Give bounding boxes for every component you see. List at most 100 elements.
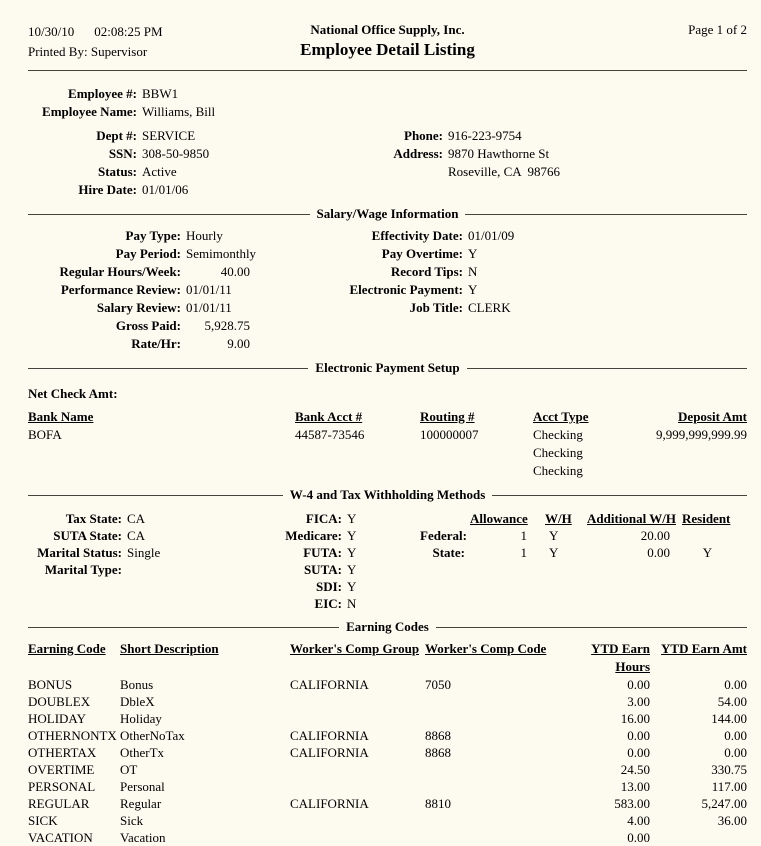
phone-label: Phone:: [404, 128, 443, 143]
deposit-row: Checking: [28, 462, 747, 480]
state-resident: Y: [702, 545, 713, 560]
field-suta-state: SUTA State: CA: [28, 527, 280, 544]
earning-row: HOLIDAY Holiday 16.00 144.00: [28, 710, 747, 727]
earning-row: OTHERTAX OtherTx CALIFORNIA 8868 0.00 0.…: [28, 744, 747, 761]
sdi-value: Y: [347, 579, 357, 594]
field-pay-overtime: Pay Overtime: Y: [348, 245, 514, 263]
field-eic: EIC: N: [280, 595, 420, 612]
deposit-amt: [633, 444, 747, 462]
printed-by: Printed By: Supervisor: [28, 42, 300, 62]
pay-period-label: Pay Period:: [115, 246, 181, 261]
record-tips-label: Record Tips:: [390, 264, 463, 279]
field-status: Status: Active: [28, 163, 348, 181]
earning-comp-group: [290, 693, 425, 710]
earning-code: HOLIDAY: [28, 711, 87, 726]
acct-type: Checking: [533, 463, 583, 478]
earning-ytd-amt: 54.00: [717, 694, 747, 709]
net-check-amt-label: Net Check Amt:: [28, 386, 118, 401]
earning-comp-code: [425, 693, 555, 710]
bank-acct: [295, 462, 420, 480]
bank-name: BOFA: [28, 427, 62, 442]
earning-ytd-amt: 36.00: [717, 813, 747, 828]
earning-ytd-hours: 16.00: [620, 711, 650, 726]
earning-row: PERSONAL Personal 13.00 117.00: [28, 778, 747, 795]
field-employee-name: Employee Name: Williams, Bill: [28, 103, 348, 121]
pay-overtime-label: Pay Overtime:: [381, 246, 463, 261]
earning-row: DOUBLEX DbleX 3.00 54.00: [28, 693, 747, 710]
federal-resident: [682, 527, 733, 544]
earning-desc: Regular: [120, 796, 162, 811]
tax-state-value: CA: [127, 511, 146, 526]
earning-comp-code: [425, 761, 555, 778]
earning-comp-group: [290, 812, 425, 829]
status-value: Active: [142, 164, 177, 179]
earning-code: OTHERTAX: [28, 745, 97, 760]
deposit-amt: 9,999,999,999.99: [656, 427, 747, 442]
field-gross-paid: Gross Paid: 5,928.75: [28, 317, 348, 335]
header-center: National Office Supply, Inc. Employee De…: [300, 22, 475, 62]
withholding-row-state: State: 1 Y 0.00 Y: [420, 544, 733, 561]
deposit-row: BOFA 44587-73546 100000007 Checking 9,99…: [28, 426, 747, 444]
pay-overtime-value: Y: [468, 246, 478, 261]
field-phone: Phone: 916-223-9754: [348, 127, 560, 145]
bank-name: [28, 462, 295, 480]
col-comp-group: Worker's Comp Group: [290, 641, 420, 656]
field-pay-period: Pay Period: Semimonthly: [28, 245, 348, 263]
earning-row: REGULAR Regular CALIFORNIA 8810 583.00 5…: [28, 795, 747, 812]
employee-info-left: Employee #: BBW1 Employee Name: Williams, …: [28, 85, 348, 199]
report-header: 10/30/10 02:08:25 PM Printed By: Supervis…: [28, 22, 747, 71]
w4-mid-column: FICA: Y Medicare: Y FUTA: Y SUTA: Y SDI: Y EI…: [280, 510, 420, 612]
earning-row: VACATION Vacation 0.00: [28, 829, 747, 846]
gross-paid-label: Gross Paid:: [115, 318, 181, 333]
dept-label: Dept #:: [96, 128, 137, 143]
futa-value: Y: [347, 545, 357, 560]
col-ytd-amt: YTD Earn Amt: [661, 641, 747, 656]
col-additional-wh: Additional W/H: [587, 511, 676, 526]
section-divider-salary: Salary/Wage Information: [28, 205, 748, 223]
header-left: 10/30/10 02:08:25 PM Printed By: Supervis…: [28, 22, 300, 62]
col-resident: Resident: [682, 511, 731, 526]
earning-code: SICK: [28, 813, 58, 828]
field-performance-review: Performance Review: 01/01/11: [28, 281, 348, 299]
printed-by-label: Printed By:: [28, 44, 88, 59]
section-title-salary: Salary/Wage Information: [316, 206, 459, 221]
marital-status-label: Marital Status:: [37, 545, 122, 560]
earning-ytd-hours: 13.00: [620, 779, 650, 794]
col-short-description: Short Description: [120, 641, 219, 656]
salary-left-column: Pay Type: Hourly Pay Period: Semimonthly R…: [28, 227, 348, 353]
deposit-table-header: Bank Name Bank Acct # Routing # Acct Typ…: [28, 408, 747, 426]
federal-wh: Y: [549, 528, 559, 543]
job-title-value: CLERK: [468, 300, 511, 315]
field-pay-type: Pay Type: Hourly: [28, 227, 348, 245]
divider-line: [466, 367, 747, 369]
withholding-row-federal: Federal: 1 Y 20.00: [420, 527, 733, 544]
page-number: Page 1 of 2: [688, 22, 747, 37]
company-name: National Office Supply, Inc.: [310, 22, 465, 37]
bank-acct: [295, 444, 420, 462]
earnings-table-header: Earning Code Short Description Worker's …: [28, 640, 747, 676]
state-additional-wh: 0.00: [647, 545, 670, 560]
col-ytd-hours: YTD Earn Hours: [591, 641, 650, 674]
performance-review-label: Performance Review:: [60, 282, 181, 297]
earning-desc: Holiday: [120, 711, 162, 726]
employee-name-label: Employee Name:: [42, 104, 137, 119]
earning-ytd-amt: 144.00: [711, 711, 747, 726]
medicare-label: Medicare:: [285, 528, 342, 543]
field-dept: Dept #: SERVICE: [28, 127, 348, 145]
address-line1: 9870 Hawthorne St: [448, 146, 550, 161]
dept-value: SERVICE: [142, 128, 196, 143]
earning-ytd-amt: 0.00: [724, 745, 747, 760]
salary-review-value: 01/01/11: [186, 300, 232, 315]
earning-ytd-amt: 330.75: [711, 762, 747, 777]
earning-code: REGULAR: [28, 796, 90, 811]
field-sdi: SDI: Y: [280, 578, 420, 595]
earning-ytd-hours: 3.00: [627, 694, 650, 709]
salary-section: Pay Type: Hourly Pay Period: Semimonthly R…: [28, 227, 747, 353]
earning-code: BONUS: [28, 677, 73, 692]
empty-cell: [420, 510, 470, 527]
gross-paid-value: 5,928.75: [204, 318, 251, 333]
electronic-payment-value: Y: [468, 282, 478, 297]
col-earning-code: Earning Code: [28, 641, 106, 656]
marital-type-label: Marital Type:: [44, 562, 122, 577]
